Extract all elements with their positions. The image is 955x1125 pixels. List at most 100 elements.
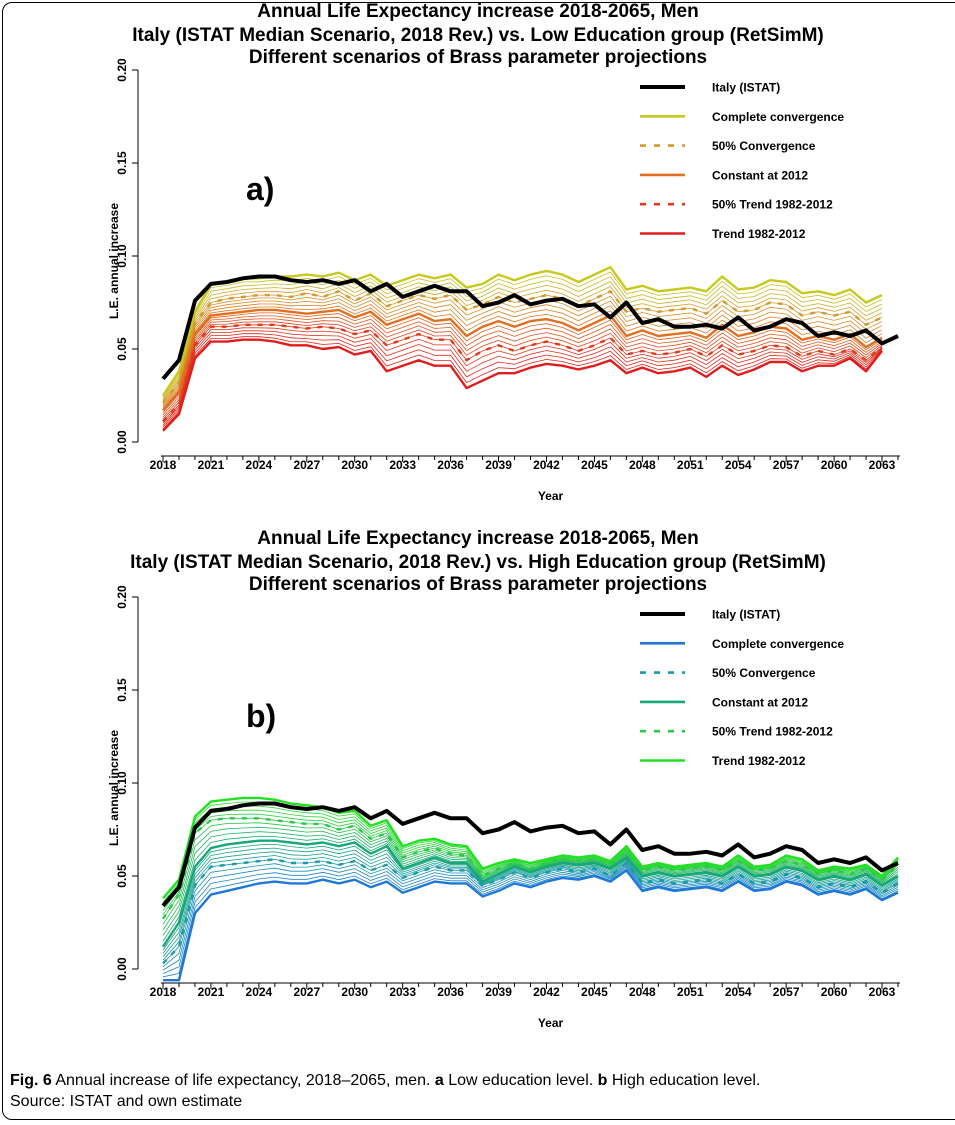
chart-b-plot xyxy=(161,796,899,982)
chart-a-y-tick-label-2: 0.10 xyxy=(115,244,129,268)
chart-b-legend-label-0: Italy (ISTAT) xyxy=(712,608,780,622)
chart-a-band-line-4 xyxy=(162,286,883,402)
chart-a-legend-label-1: Complete convergence xyxy=(712,110,844,124)
chart-b-title-line-1: Annual Life Expectancy increase 2018-206… xyxy=(257,528,698,549)
chart-b-x-tick-label-4: 2030 xyxy=(341,985,368,999)
chart-b-y-tick-label-3: 0.15 xyxy=(115,678,129,702)
caption-text-3: High education level. xyxy=(607,1072,761,1089)
chart-b-title-line-3: Different scenarios of Brass parameter p… xyxy=(249,574,707,595)
chart-a-y-tick-label-0: 0.00 xyxy=(115,430,129,454)
chart-b-series-line-4 xyxy=(161,817,899,920)
chart-a-x-tick-label-10: 2048 xyxy=(629,458,656,472)
caption-b-label: b xyxy=(597,1072,608,1089)
chart-b-x-tick-label-13: 2057 xyxy=(773,985,800,999)
chart-a-y-tick-label-4: 0.20 xyxy=(115,58,129,82)
chart-b-legend-label-3: Constant at 2012 xyxy=(712,695,808,709)
chart-b-axes: 2018 2021 2024 2027 2030 2033 2036 2039 2042 2045… xyxy=(107,585,900,1030)
chart-b-x-tick-label-5: 2033 xyxy=(389,985,416,999)
chart-b-band-line-8 xyxy=(162,847,899,954)
chart-a-x-tick-label-3: 2027 xyxy=(293,458,320,472)
chart-a-band-line-8 xyxy=(162,302,883,408)
chart-b-band-line-4 xyxy=(162,863,899,968)
chart-a-x-tick-label-13: 2057 xyxy=(773,458,800,472)
chart-b-x-tick-label-9: 2045 xyxy=(581,985,608,999)
chart-a-panel-label: a) xyxy=(246,171,274,207)
chart-a-series-line-5 xyxy=(162,338,883,432)
chart-a-band-line-13 xyxy=(162,318,883,418)
chart-a-x-tick-label-9: 2045 xyxy=(581,458,608,472)
chart-b-x-tick-label-3: 2027 xyxy=(293,985,320,999)
chart-b-band-line-13 xyxy=(162,826,899,931)
chart-a-plot xyxy=(161,266,899,432)
chart-a-band-line-7 xyxy=(162,298,883,407)
chart-a-x-tick-label-8: 2042 xyxy=(533,458,560,472)
caption-fig-label: Fig. 6 xyxy=(10,1072,52,1089)
chart-a-band-line-2 xyxy=(162,276,883,399)
chart-b-x-tick-label-7: 2039 xyxy=(485,985,512,999)
chart-a-x-tick-label-15: 2063 xyxy=(869,458,896,472)
chart-b-x-tick-label-0: 2018 xyxy=(150,985,177,999)
chart-a-x-tick-label-14: 2060 xyxy=(821,458,848,472)
chart-a-x-tick-label-12: 2054 xyxy=(725,458,752,472)
chart-b-legend-label-1: Complete convergence xyxy=(712,637,844,651)
chart-a-band-line-3 xyxy=(162,281,883,401)
chart-a-legend-label-2: 50% Convergence xyxy=(712,139,816,153)
chart-a-axes: 2018 2021 2024 2027 2030 2033 2036 2039 2042 2045… xyxy=(107,58,900,503)
chart-a-band-line-18 xyxy=(162,333,883,428)
chart-b-band-line-6 xyxy=(162,855,899,961)
chart-b-x-tick-label-2: 2024 xyxy=(246,985,273,999)
chart-a-band-line-17 xyxy=(162,330,883,426)
chart-b-x-tick-label-10: 2048 xyxy=(629,985,656,999)
chart-b-band-line-7 xyxy=(162,851,899,957)
chart-a-legend-label-5: Trend 1982-2012 xyxy=(712,227,806,241)
chart-b-series-line-0 xyxy=(161,801,899,908)
chart-b-y-tick-label-1: 0.05 xyxy=(115,864,129,888)
chart-a-y-tick-label-3: 0.15 xyxy=(115,151,129,175)
chart-a-band-line-11 xyxy=(162,312,883,413)
chart-b-x-tick-label-1: 2021 xyxy=(198,985,225,999)
chart-a-legend-label-4: 50% Trend 1982-2012 xyxy=(712,198,833,212)
chart-b-series-line-5 xyxy=(162,796,899,900)
chart-a-band-line-9 xyxy=(162,305,883,410)
chart-a-title-line-3: Different scenarios of Brass parameter p… xyxy=(249,47,707,68)
chart-panel-b: Annual Life Expectancy increase 2018-206… xyxy=(107,528,900,1030)
chart-a-x-axis-label: Year xyxy=(538,489,564,503)
chart-a-y-axis-label: L.E. annual increase xyxy=(107,203,121,319)
chart-a-band-line-15 xyxy=(162,324,883,422)
chart-a-title-line-1: Annual Life Expectancy increase 2018-206… xyxy=(257,1,698,22)
chart-a-band-line-19 xyxy=(162,336,883,430)
chart-b-legend-label-4: 50% Trend 1982-2012 xyxy=(712,725,833,739)
chart-b-x-tick-label-12: 2054 xyxy=(725,985,752,999)
chart-panel-a: Annual Life Expectancy increase 2018-206… xyxy=(107,1,900,503)
figure-caption: Fig. 6 Annual increase of life expectanc… xyxy=(10,1070,950,1112)
chart-b-x-tick-label-11: 2051 xyxy=(677,985,704,999)
chart-b-x-tick-label-6: 2036 xyxy=(437,985,464,999)
chart-b-band-line-3 xyxy=(162,865,899,971)
chart-b-y-tick-label-4: 0.20 xyxy=(115,585,129,609)
chart-a-band-line-14 xyxy=(162,321,883,420)
chart-a-x-tick-label-0: 2018 xyxy=(150,458,177,472)
chart-b-title-line-2: Italy (ISTAT Median Scenario, 2018 Rev.)… xyxy=(130,552,826,573)
chart-a-x-tick-label-4: 2030 xyxy=(341,458,368,472)
chart-b-band-line-2 xyxy=(162,866,899,974)
chart-a-band-line-16 xyxy=(162,327,883,424)
chart-a-band-line-6 xyxy=(162,294,883,405)
caption-source: Source: ISTAT and own estimate xyxy=(10,1093,243,1110)
chart-a-y-tick-label-1: 0.05 xyxy=(115,337,129,361)
chart-b-y-tick-label-0: 0.00 xyxy=(115,957,129,981)
chart-a-x-tick-label-2: 2024 xyxy=(246,458,273,472)
chart-b-y-axis-label: L.E. annual increase xyxy=(107,730,121,846)
chart-a-x-tick-label-1: 2021 xyxy=(198,458,225,472)
chart-b-band-line-1 xyxy=(162,868,899,978)
chart-a-x-tick-label-6: 2036 xyxy=(437,458,464,472)
chart-a-x-tick-label-7: 2039 xyxy=(485,458,512,472)
chart-a-x-tick-label-5: 2033 xyxy=(389,458,416,472)
chart-a-legend-label-3: Constant at 2012 xyxy=(712,168,808,182)
chart-b-band-line-17 xyxy=(162,809,899,911)
chart-a-series-line-4 xyxy=(162,323,883,423)
chart-b-series-line-2 xyxy=(162,858,899,965)
chart-b-band-line-18 xyxy=(162,805,899,907)
chart-b-panel-label: b) xyxy=(246,698,276,734)
